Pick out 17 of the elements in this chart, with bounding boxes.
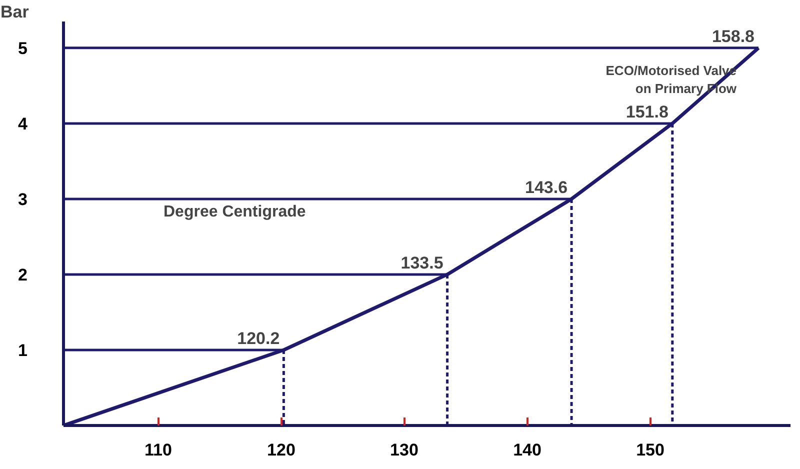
y-tick-label: 3 — [18, 190, 28, 209]
annotation: 158.8 — [712, 26, 755, 46]
annotation: 120.2 — [237, 328, 280, 348]
annotation: 133.5 — [400, 253, 444, 272]
y-tick-label: 4 — [18, 114, 28, 134]
annotation: 143.6 — [524, 178, 568, 197]
annotation: 151.8 — [626, 102, 668, 122]
x-axis-title: Degree Centigrade — [164, 204, 306, 220]
x-tick-label: 110 — [144, 440, 172, 460]
x-tick-label: 120 — [267, 440, 296, 460]
y-tick-label: 2 — [18, 265, 28, 284]
x-tick-label: 140 — [513, 440, 542, 460]
x-tick-label: 150 — [636, 440, 664, 460]
y-axis-title: Bar — [0, 2, 30, 22]
x-tick-label: 130 — [390, 440, 418, 460]
y-tick-label: 1 — [18, 340, 28, 360]
y-tick-label: 5 — [18, 38, 28, 58]
